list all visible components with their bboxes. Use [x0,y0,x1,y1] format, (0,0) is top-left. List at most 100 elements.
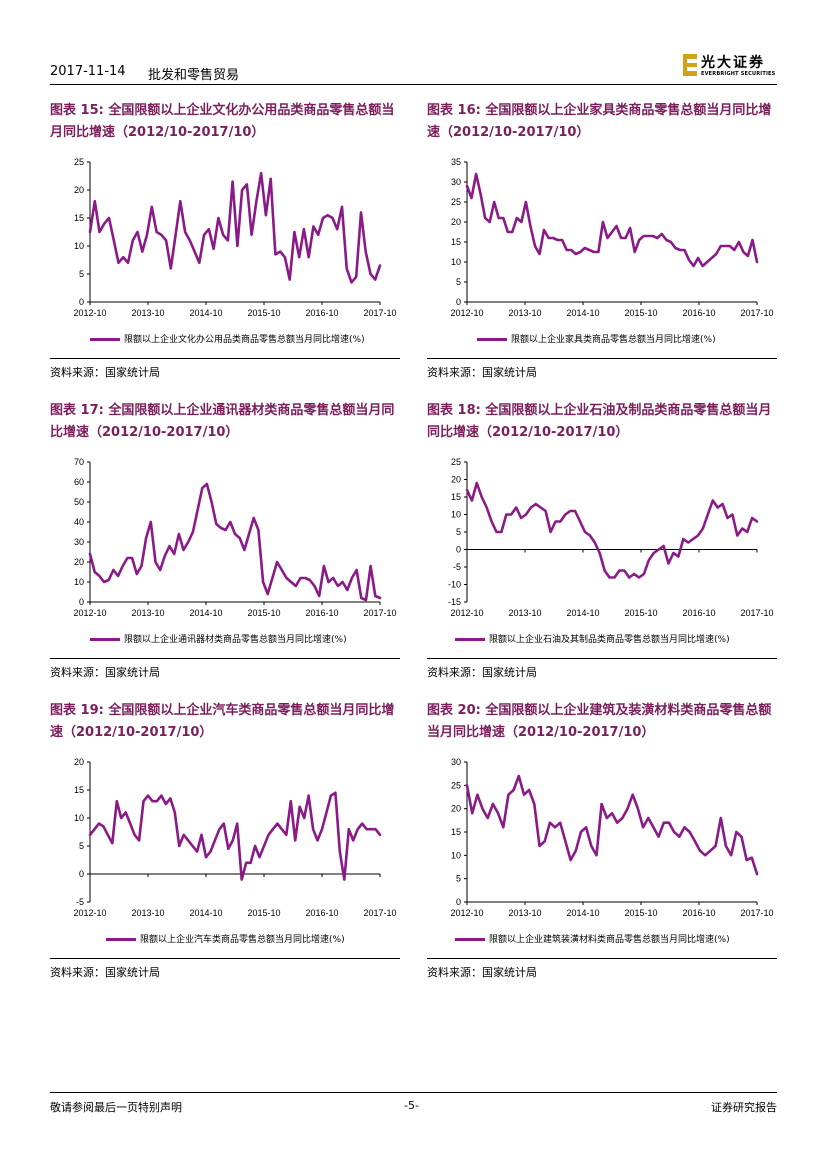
legend-label: 限额以上企业石油及其制品类商品零售总额当月同比增速(%) [489,635,730,645]
footer-disclaimer: 敬请参阅最后一页特别声明 [50,1101,182,1114]
source-divider [50,658,400,659]
x-tick-label: 2012-10 [73,608,106,618]
series-line [88,482,382,602]
x-tick-label: 2012-10 [73,308,106,318]
chart-title: 图表 20: 全国限额以上企业建筑及装潢材料类商品零售总额当月同比增速（2012… [427,703,772,740]
y-tick-label: 20 [451,217,461,227]
header-divider [50,84,777,85]
data-source: 资料来源：国家统计局 [427,666,537,679]
legend-swatch [455,638,485,641]
footer-report-type: 证券研究报告 [711,1101,777,1114]
chart-legend: 限额以上企业文化办公用品类商品零售总额当月同比增速(%) [50,332,400,348]
y-tick-label: 0 [79,297,84,307]
line-chart: -5 0 5 10 15 20 2012-10 2013-10 2014-10 2015-10 20… [73,757,396,918]
legend-swatch [477,338,507,341]
y-tick-label: 10 [451,850,461,860]
legend-label: 限额以上企业汽车类商品零售总额当月同比增速(%) [140,935,345,945]
source-divider [50,358,400,359]
x-tick-label: 2012-10 [450,308,483,318]
logo-name-cn: 光大证券 [701,55,765,71]
y-tick-label: 0 [456,297,461,307]
y-tick-label: 0 [456,897,461,907]
series-line [88,171,382,284]
y-tick-label: 5 [456,277,461,287]
chart-panel-17: 图表 17: 全国限额以上企业通讯器材类商品零售总额当月同比增速（2012/10… [50,400,400,690]
x-tick-label: 2014-10 [566,608,599,618]
x-tick-label: 2013-10 [508,608,541,618]
x-tick-label: 2015-10 [247,608,280,618]
y-tick-label: 0 [79,869,84,879]
y-tick-label: -5 [76,897,84,907]
x-tick-label: 2012-10 [73,908,106,918]
legend-label: 限额以上企业家具类商品零售总额当月同比增速(%) [511,335,716,345]
chart-panel-19: 图表 19: 全国限额以上企业汽车类商品零售总额当月同比增速（2012/10-2… [50,700,400,990]
y-tick-label: 20 [74,185,84,195]
y-tick-label: 10 [74,813,84,823]
y-tick-label: 30 [451,757,461,767]
x-tick-label: 2016-10 [305,308,338,318]
source-divider [50,958,400,959]
line-chart: 0 5 10 15 20 25 2012-10 2013-10 2014-10 2015-10 20… [73,157,396,318]
source-divider [427,658,777,659]
x-tick-label: 2013-10 [131,608,164,618]
y-tick-label: 70 [74,457,84,467]
x-tick-label: 2014-10 [566,308,599,318]
y-tick-label: 20 [74,757,84,767]
data-source: 资料来源：国家统计局 [50,966,160,979]
y-tick-label: 10 [451,257,461,267]
x-tick-label: 2016-10 [682,608,715,618]
x-tick-label: 2012-10 [450,608,483,618]
x-tick-label: 2016-10 [305,908,338,918]
y-tick-label: 25 [451,457,461,467]
y-tick-label: 60 [74,477,84,487]
x-tick-label: 2016-10 [682,308,715,318]
x-tick-label: 2012-10 [450,908,483,918]
legend-swatch [455,938,485,941]
footer-divider [50,1092,777,1093]
series-line [465,481,759,579]
chart-legend: 限额以上企业建筑装潢材料类商品零售总额当月同比增速(%) [427,932,777,948]
series-line [88,791,382,881]
x-tick-label: 2014-10 [189,308,222,318]
y-tick-label: 30 [451,177,461,187]
report-sector: 批发和零售贸易 [148,68,240,83]
series-line [465,774,759,876]
x-tick-label: 2017-10 [363,308,396,318]
legend-swatch [90,338,120,341]
chart-title: 图表 17: 全国限额以上企业通讯器材类商品零售总额当月同比增速（2012/10… [50,403,395,440]
line-chart: 0 5 10 15 20 25 30 2012-10 2013-10 2014-10 2015-10… [450,757,773,918]
x-tick-label: 2016-10 [682,908,715,918]
y-tick-label: 5 [456,874,461,884]
y-tick-label: -10 [448,580,461,590]
y-tick-label: 30 [74,537,84,547]
legend-swatch [106,938,136,941]
x-tick-label: 2013-10 [508,308,541,318]
chart-title: 图表 15: 全国限额以上企业文化办公用品类商品零售总额当月同比增速（2012/… [50,103,395,140]
data-source: 资料来源：国家统计局 [50,366,160,379]
x-tick-label: 2014-10 [189,608,222,618]
source-divider [427,958,777,959]
chart-legend: 限额以上企业石油及其制品类商品零售总额当月同比增速(%) [427,632,777,648]
x-tick-label: 2015-10 [247,908,280,918]
chart-panel-20: 图表 20: 全国限额以上企业建筑及装潢材料类商品零售总额当月同比增速（2012… [427,700,777,990]
y-tick-label: -5 [453,562,461,572]
chart-legend: 限额以上企业家具类商品零售总额当月同比增速(%) [427,332,777,348]
chart-panel-18: 图表 18: 全国限额以上企业石油及制品类商品零售总额当月同比增速（2012/1… [427,400,777,690]
legend-swatch [90,638,120,641]
x-tick-label: 2013-10 [508,908,541,918]
source-divider [427,358,777,359]
series-line [465,172,759,268]
y-tick-label: 5 [456,527,461,537]
y-tick-label: 5 [79,841,84,851]
x-tick-label: 2017-10 [363,608,396,618]
line-chart: -15 -10 -5 0 5 10 15 20 25 2012-10 2013-10 2014-10 2… [448,457,774,618]
chart-legend: 限额以上企业通讯器材类商品零售总额当月同比增速(%) [50,632,400,648]
x-tick-label: 2017-10 [740,308,773,318]
y-tick-label: 25 [451,197,461,207]
y-tick-label: 20 [451,804,461,814]
y-tick-label: 10 [74,577,84,587]
y-tick-label: 15 [74,213,84,223]
chart-title: 图表 16: 全国限额以上企业家具类商品零售总额当月同比增速（2012/10-2… [427,103,772,140]
data-source: 资料来源：国家统计局 [50,666,160,679]
y-tick-label: 10 [74,241,84,251]
